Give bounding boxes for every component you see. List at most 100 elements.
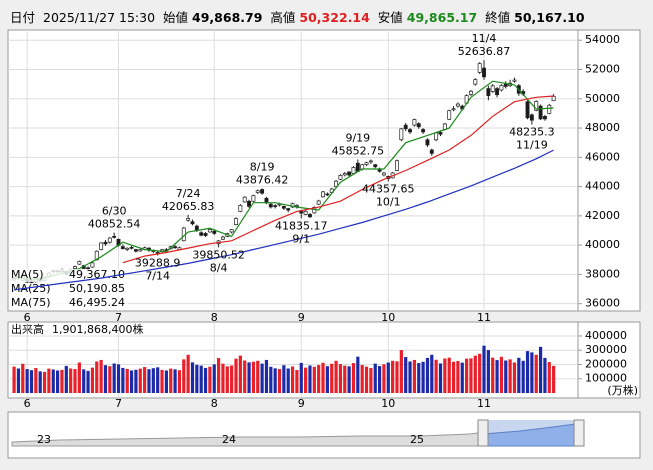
candle-body <box>403 124 408 130</box>
candle-body <box>538 105 543 120</box>
volume-bar <box>508 359 512 393</box>
x-tick-label: 6 <box>24 397 31 410</box>
candle-body <box>308 214 312 218</box>
volume-bar <box>534 354 538 393</box>
volume-bar <box>95 361 99 393</box>
volume-bar <box>399 350 403 393</box>
candle-body <box>455 103 460 107</box>
volume-bar <box>404 357 408 393</box>
volume-bar <box>360 365 364 393</box>
y-tick-label: 300000 <box>585 343 627 356</box>
annotation-date: 11/4 <box>472 32 497 45</box>
close: 50,167.10 <box>514 10 585 25</box>
volume-bar <box>447 357 451 393</box>
volume-bar <box>347 366 351 393</box>
navigator-label: 23 <box>37 433 51 446</box>
ma-line <box>122 95 554 264</box>
navigator-handle[interactable] <box>477 419 489 447</box>
y-tick-label: 54000 <box>585 33 620 46</box>
volume-bar <box>312 366 316 393</box>
candle-body <box>360 164 365 170</box>
volume-bar <box>491 357 495 393</box>
candle-body <box>129 246 134 249</box>
volume-bar <box>90 367 95 393</box>
volume-bar <box>473 355 477 393</box>
annotation-value: 48235.3 <box>509 126 555 139</box>
candle-body <box>447 110 452 120</box>
candle-body <box>229 229 234 233</box>
candle-body <box>534 101 539 111</box>
candle-body <box>473 79 478 85</box>
annotation-value: 41835.17 <box>275 219 328 232</box>
x-tick-label: 7 <box>115 311 122 324</box>
volume-bar <box>317 365 321 393</box>
candle-body <box>238 205 243 212</box>
volume-bar <box>182 359 186 393</box>
volume-bar <box>351 363 356 393</box>
candle-body <box>199 232 204 236</box>
volume-bar <box>304 367 308 393</box>
volume-bar <box>112 363 116 393</box>
annotation-date: 9/1 <box>292 232 310 245</box>
volume-bar <box>73 369 77 393</box>
volume-bar <box>38 371 42 393</box>
candle-body <box>251 195 256 202</box>
volume-bar <box>203 367 208 393</box>
candle-body <box>421 129 426 133</box>
volume-bar <box>47 368 51 393</box>
annotation-date: 11/19 <box>516 139 548 152</box>
annotation-date: 7/14 <box>145 270 170 283</box>
candle-body <box>438 132 443 135</box>
y-tick-label: 38000 <box>585 267 620 280</box>
volume-bar <box>164 370 168 393</box>
volume-bar <box>256 360 260 393</box>
volume-bar <box>382 364 386 393</box>
date: 2025/11/27 15:30 <box>43 10 155 25</box>
volume-bar <box>386 362 390 393</box>
volume-bar <box>373 363 377 393</box>
volume-bar <box>199 365 203 393</box>
total: 1,901,868,400株 <box>52 322 143 336</box>
volume-bar <box>552 365 556 393</box>
volume-bar <box>77 362 81 393</box>
volume-bar <box>221 363 225 393</box>
label: 日付 <box>10 10 35 25</box>
label: 高値 <box>270 10 295 25</box>
candle-body <box>499 85 504 91</box>
volume-bar <box>56 370 60 393</box>
candle-body <box>334 180 339 187</box>
candle-body <box>186 218 191 221</box>
annotation-date: 10/1 <box>376 195 401 208</box>
header: 日付 2025/11/27 15:30 始値 49,868.79 高値 50,3… <box>10 10 585 25</box>
volume-bar <box>99 359 103 393</box>
candle-body <box>90 262 95 268</box>
volume-bar <box>277 369 282 393</box>
candle-body <box>120 246 125 249</box>
volume-bar <box>525 351 530 393</box>
annotation-date: 7/24 <box>176 187 201 200</box>
x-tick-label: 11 <box>477 397 491 410</box>
annotation-date: 8/19 <box>250 160 275 173</box>
candle-body <box>255 190 260 193</box>
y-tick-label: 42000 <box>585 209 620 222</box>
volume-bar <box>243 360 247 393</box>
y-tick-label: 44000 <box>585 180 620 193</box>
volume-bar <box>212 364 216 393</box>
volume-bar <box>295 370 299 393</box>
candle-body <box>203 233 208 236</box>
candle-body <box>434 132 439 141</box>
volume-bar <box>125 368 129 393</box>
annotation-date: 6/30 <box>102 205 127 218</box>
y-tick-label: 40000 <box>585 238 620 251</box>
candle-body <box>351 167 356 174</box>
volume-bar <box>412 359 416 393</box>
x-tick-label: 6 <box>24 311 31 324</box>
candle-body <box>173 246 178 249</box>
navigator-handle[interactable] <box>573 419 585 447</box>
volume-bar <box>499 356 504 393</box>
volume-bar <box>451 361 456 393</box>
volume-bar <box>521 360 525 393</box>
candle-body <box>469 90 473 95</box>
low: 49,865.17 <box>407 10 477 25</box>
candle-body <box>373 164 378 168</box>
